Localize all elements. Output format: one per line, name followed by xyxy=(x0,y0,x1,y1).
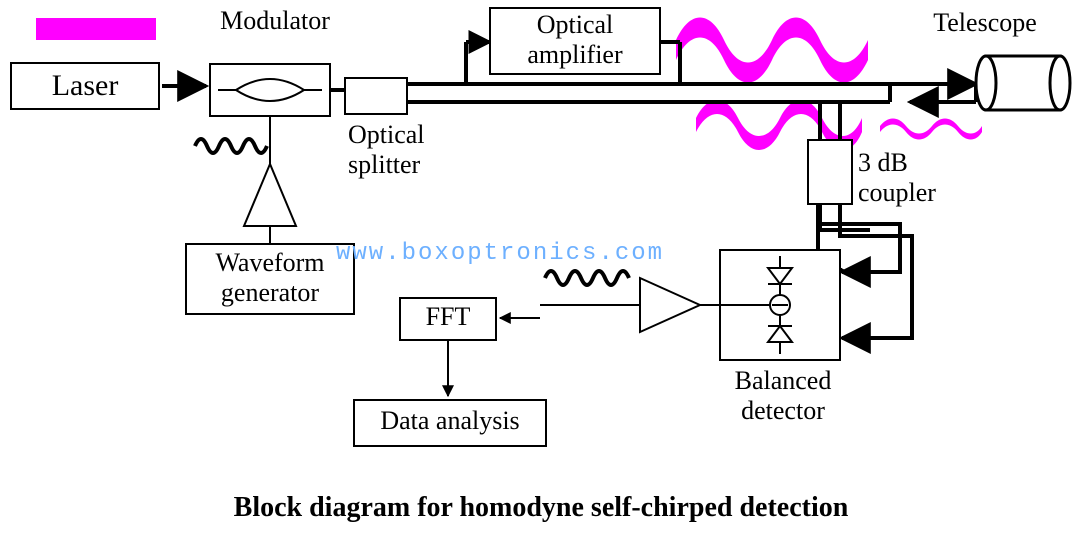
telescope-icon xyxy=(976,56,1070,110)
black-wave-mid xyxy=(545,271,629,285)
waveform-generator-label: Waveform generator xyxy=(190,248,350,308)
diagram-canvas xyxy=(0,0,1082,542)
magenta-wave-small xyxy=(880,119,982,140)
data-analysis-label: Data analysis xyxy=(354,406,546,436)
telescope-label: Telescope xyxy=(905,8,1065,38)
drive-amp-triangle xyxy=(244,164,296,226)
optical-splitter-label: Optical splitter xyxy=(348,120,458,180)
magenta-bar xyxy=(36,18,156,40)
magenta-wave-bottom xyxy=(696,100,862,150)
balanced-detector-label: Balanced detector xyxy=(718,366,848,426)
optical-splitter-box xyxy=(345,78,407,114)
optical-amplifier-label: Optical amplifier xyxy=(498,10,652,70)
balanced-detector-box xyxy=(720,250,840,360)
watermark-text: www.boxoptronics.com xyxy=(336,240,664,267)
fft-label: FFT xyxy=(400,302,496,332)
laser-label: Laser xyxy=(52,69,119,103)
coupler-box xyxy=(808,140,852,204)
modulator-symbol xyxy=(218,79,322,101)
balanced-detector-symbol xyxy=(720,256,792,354)
coupler-label: 3 dB coupler xyxy=(858,148,958,208)
modulator-label: Modulator xyxy=(210,6,340,36)
laser-box: Laser xyxy=(10,62,160,110)
modulator-box xyxy=(210,64,330,116)
diagram-caption: Block diagram for homodyne self-chirped … xyxy=(0,492,1082,524)
black-wave-top xyxy=(195,139,267,153)
post-amp-triangle xyxy=(640,278,700,332)
magenta-wave-top xyxy=(676,18,868,83)
edges-coupler-to-detector xyxy=(820,204,912,338)
